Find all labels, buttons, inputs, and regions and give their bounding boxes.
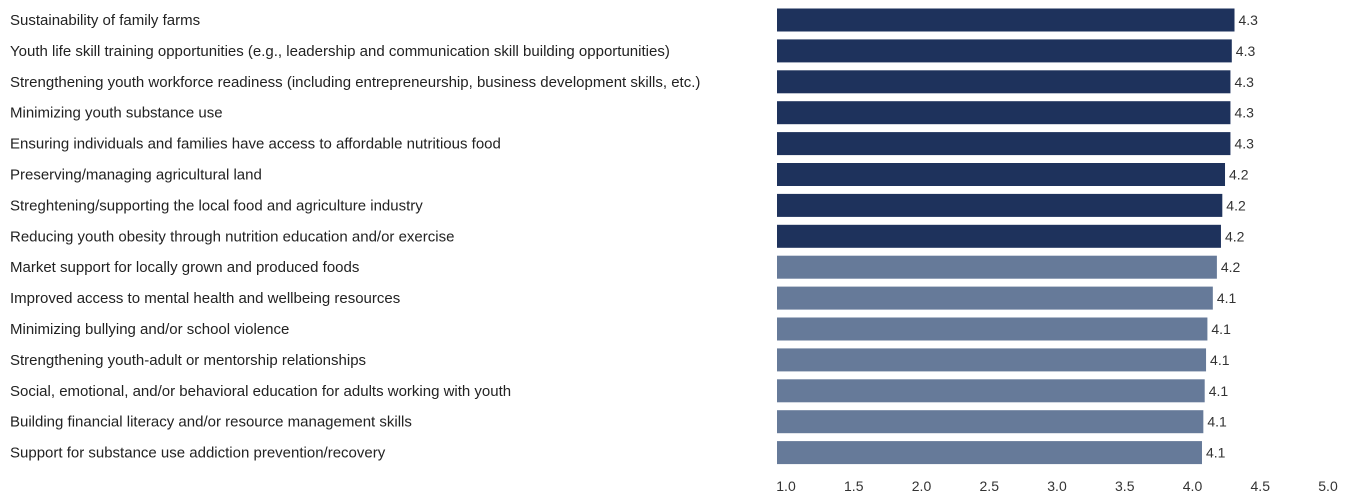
bar-value-label: 4.1 bbox=[1209, 383, 1229, 399]
x-tick-label: 1.5 bbox=[844, 478, 864, 494]
bar-value-label: 4.2 bbox=[1226, 197, 1246, 213]
bar-value-label: 4.3 bbox=[1234, 136, 1254, 152]
bar bbox=[777, 255, 1217, 279]
x-tick-label: 2.5 bbox=[980, 478, 1000, 494]
category-label: Youth life skill training opportunities … bbox=[10, 43, 670, 60]
category-label: Support for substance use addiction prev… bbox=[10, 445, 386, 462]
bar bbox=[777, 70, 1231, 94]
bar bbox=[777, 132, 1231, 156]
bar bbox=[777, 317, 1208, 341]
bar bbox=[777, 39, 1232, 63]
bar-value-label: 4.1 bbox=[1207, 414, 1227, 430]
category-label: Strengthening youth workforce readiness … bbox=[10, 74, 700, 91]
bar-value-label: 4.1 bbox=[1210, 352, 1230, 368]
category-label: Streghtening/supporting the local food a… bbox=[10, 197, 423, 214]
x-tick-label: 4.0 bbox=[1183, 478, 1203, 494]
bar bbox=[777, 163, 1226, 186]
category-label: Minimizing youth substance use bbox=[10, 105, 223, 122]
category-label: Strengthening youth-adult or mentorship … bbox=[10, 352, 366, 369]
bar-value-label: 4.3 bbox=[1234, 105, 1254, 121]
category-label: Reducing youth obesity through nutrition… bbox=[10, 228, 454, 245]
category-label: Market support for locally grown and pro… bbox=[10, 259, 359, 276]
category-label: Sustainability of family farms bbox=[10, 12, 200, 29]
bar-value-label: 4.2 bbox=[1225, 228, 1245, 244]
category-label: Ensuring individuals and families have a… bbox=[10, 136, 501, 153]
bar bbox=[777, 379, 1205, 403]
x-tick-label: 5.0 bbox=[1318, 478, 1338, 494]
bar-value-label: 4.1 bbox=[1217, 290, 1237, 306]
x-tick-label: 4.5 bbox=[1251, 478, 1271, 494]
bar-value-label: 4.3 bbox=[1236, 43, 1256, 59]
bar-value-label: 4.2 bbox=[1221, 259, 1241, 275]
bar-value-label: 4.3 bbox=[1239, 12, 1259, 28]
bar-value-label: 4.1 bbox=[1211, 321, 1231, 337]
bar bbox=[777, 101, 1231, 125]
category-label: Minimizing bullying and/or school violen… bbox=[10, 321, 289, 338]
x-tick-label: 3.5 bbox=[1115, 478, 1135, 494]
category-label: Social, emotional, and/or behavioral edu… bbox=[10, 383, 511, 400]
category-label: Building financial literacy and/or resou… bbox=[10, 414, 412, 431]
bar-value-label: 4.1 bbox=[1206, 445, 1226, 461]
bar-value-label: 4.2 bbox=[1229, 167, 1249, 183]
x-tick-label: 2.0 bbox=[912, 478, 932, 494]
category-label: Improved access to mental health and wel… bbox=[10, 290, 400, 307]
bar bbox=[777, 193, 1223, 217]
bar bbox=[777, 441, 1202, 465]
bar bbox=[777, 348, 1207, 372]
bar-value-label: 4.3 bbox=[1234, 74, 1254, 90]
x-tick-label: 1.0 bbox=[776, 478, 796, 494]
bar bbox=[777, 286, 1213, 310]
bar bbox=[777, 8, 1235, 32]
x-tick-label: 3.0 bbox=[1047, 478, 1067, 494]
bar bbox=[777, 224, 1221, 248]
category-label: Preserving/managing agricultural land bbox=[10, 167, 262, 184]
bar bbox=[777, 410, 1204, 434]
